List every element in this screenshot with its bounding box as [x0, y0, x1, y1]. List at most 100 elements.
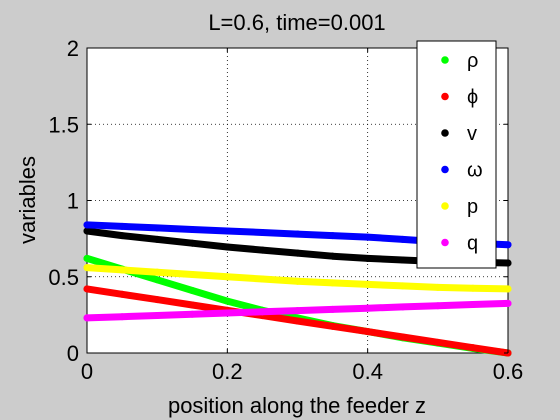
data-point: [399, 256, 407, 264]
data-point: [364, 304, 372, 312]
data-point: [153, 224, 161, 232]
legend-box: [416, 40, 497, 269]
data-point: [223, 227, 231, 235]
x-tick-label: 0.2: [212, 359, 243, 384]
data-point: [504, 285, 512, 293]
data-point: [329, 279, 337, 287]
y-tick-label: 1: [67, 189, 79, 214]
legend-marker: [441, 165, 449, 174]
data-point: [504, 259, 512, 267]
data-point: [83, 314, 91, 322]
data-point: [364, 280, 372, 288]
data-point: [294, 307, 301, 315]
data-point: [188, 239, 196, 247]
legend-item: q: [441, 233, 478, 255]
data-point: [258, 246, 266, 254]
legend-label: v: [467, 123, 477, 145]
series-layer: [83, 221, 512, 357]
data-point: [364, 233, 372, 241]
legend-marker: [441, 129, 449, 137]
data-point: [434, 338, 442, 346]
data-point: [188, 310, 196, 318]
data-point: [329, 252, 337, 260]
data-point: [399, 333, 407, 341]
legend-label: p: [467, 196, 478, 218]
data-point: [399, 282, 407, 290]
data-point: [153, 276, 161, 284]
data-point: [258, 308, 266, 316]
series-5: [83, 264, 512, 293]
data-point: [188, 225, 196, 233]
data-point: [434, 283, 442, 291]
legend-label: ω: [467, 160, 483, 182]
data-point: [83, 264, 91, 272]
data-point: [188, 286, 196, 294]
data-point: [118, 266, 126, 274]
legend-marker: [441, 238, 449, 247]
y-axis-label: variables: [15, 156, 40, 244]
legend-item: ϕ: [441, 87, 478, 109]
axis-ticks: 0 0.2 0.4 0.6 0 0.5 1 1.5 2: [48, 36, 523, 384]
data-point: [329, 232, 337, 240]
legend-label: q: [467, 233, 478, 255]
y-tick-label: 1.5: [48, 112, 79, 137]
y-tick-label: 2: [67, 36, 79, 61]
data-point: [469, 284, 477, 292]
data-point: [258, 229, 266, 237]
chart-title: L=0.6, time=0.001: [208, 10, 385, 35]
series-6: [83, 299, 512, 322]
data-point: [469, 301, 477, 309]
y-tick-label: 0.5: [48, 265, 79, 290]
x-tick-label: 0.6: [493, 359, 524, 384]
legend-marker: [441, 56, 449, 64]
data-point: [83, 254, 91, 262]
data-point: [153, 235, 161, 243]
data-point: [294, 277, 301, 285]
legend-item: v: [441, 123, 477, 145]
data-point: [83, 285, 91, 293]
data-point: [188, 301, 196, 309]
data-point: [294, 230, 301, 238]
data-point: [258, 275, 266, 283]
data-point: [434, 302, 442, 310]
data-point: [469, 344, 477, 352]
grid: [87, 48, 508, 353]
data-point: [399, 303, 407, 311]
data-point: [329, 305, 337, 313]
data-point: [399, 235, 407, 243]
data-point: [83, 221, 91, 229]
data-point: [83, 227, 91, 235]
legend-item: p: [441, 196, 478, 218]
data-point: [223, 309, 231, 317]
x-axis-label: position along the feeder z: [168, 393, 426, 418]
data-point: [364, 254, 372, 262]
legend-label: ϕ: [467, 87, 478, 109]
data-point: [329, 322, 337, 330]
legend-marker: [441, 92, 449, 101]
data-point: [118, 222, 126, 230]
legend-label: ρ: [467, 50, 478, 72]
data-point: [118, 290, 126, 298]
legend-marker: [441, 202, 449, 210]
data-point: [153, 296, 161, 304]
data-point: [188, 270, 196, 278]
data-point: [223, 297, 231, 305]
data-point: [223, 243, 231, 251]
x-tick-label: 0: [81, 359, 93, 384]
legend-item: ρ: [441, 50, 478, 72]
data-point: [504, 241, 512, 249]
data-point: [118, 313, 126, 321]
data-point: [294, 317, 301, 325]
x-tick-label: 0.4: [352, 359, 383, 384]
data-point: [294, 249, 301, 257]
data-point: [118, 232, 126, 240]
data-point: [504, 299, 512, 307]
data-point: [153, 311, 161, 319]
data-point: [364, 328, 372, 336]
data-point: [223, 273, 231, 281]
y-tick-label: 0: [67, 341, 79, 366]
data-point: [153, 268, 161, 276]
